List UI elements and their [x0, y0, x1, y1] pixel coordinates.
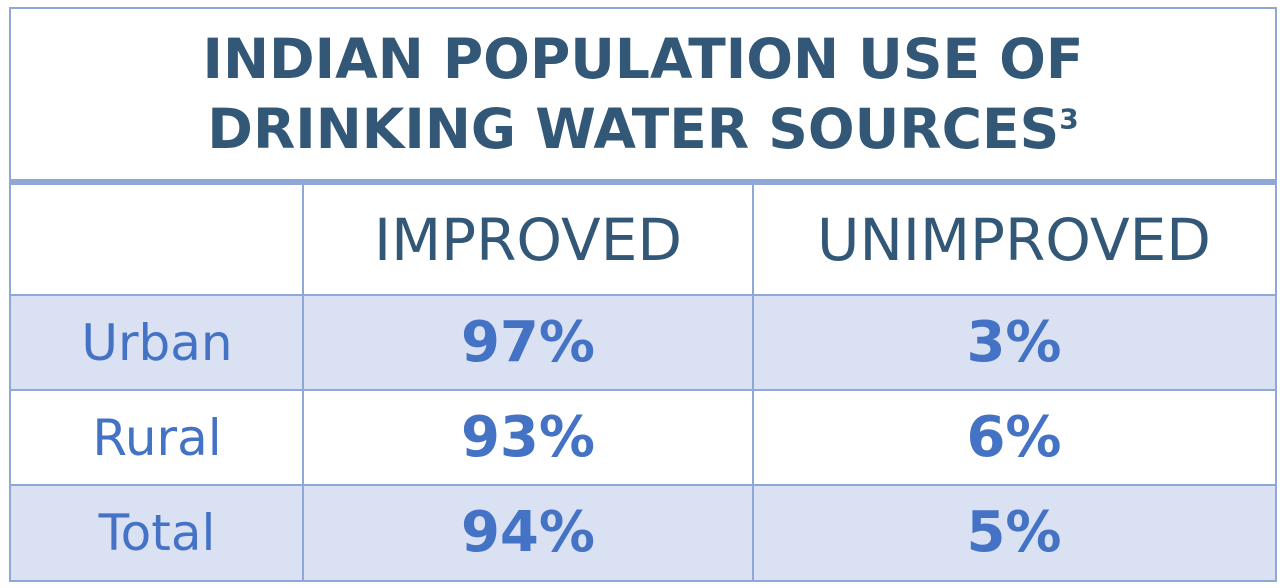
column-divider-1	[302, 185, 304, 580]
corner-cell	[11, 185, 303, 295]
value-rural-unimproved: 6%	[966, 405, 1062, 470]
value-urban-improved: 97%	[460, 310, 596, 375]
value-rural-improved: 93%	[460, 405, 596, 470]
table-cell-rural-unimproved: 6%	[753, 390, 1275, 485]
table-cell-rural-improved: 93%	[303, 390, 753, 485]
column-header-improved: IMPROVED	[303, 185, 753, 295]
value-total-unimproved: 5%	[966, 500, 1062, 565]
page-title: INDIAN POPULATION USE OF DRINKING WATER …	[53, 24, 1233, 164]
column-header-unimproved: UNIMPROVED	[753, 185, 1275, 295]
table-row-urban-label: Urban	[11, 295, 303, 390]
column-header-improved-label: IMPROVED	[373, 206, 683, 274]
row-label-rural: Rural	[92, 408, 222, 467]
column-divider-2	[752, 185, 754, 580]
value-urban-unimproved: 3%	[966, 310, 1062, 375]
value-total-improved: 94%	[460, 500, 596, 565]
row-divider-header	[11, 294, 1275, 296]
table-cell-total-improved: 94%	[303, 485, 753, 580]
title-text: INDIAN POPULATION USE OF DRINKING WATER …	[202, 27, 1084, 161]
title-footnote-marker: 3	[1059, 102, 1079, 136]
table-row-rural-label: Rural	[11, 390, 303, 485]
table-cell-urban-unimproved: 3%	[753, 295, 1275, 390]
row-band-urban	[11, 295, 1275, 390]
row-divider-rural	[11, 484, 1275, 486]
table-cell-urban-improved: 97%	[303, 295, 753, 390]
row-label-urban: Urban	[81, 313, 233, 372]
row-divider-urban	[11, 389, 1275, 391]
title-area: INDIAN POPULATION USE OF DRINKING WATER …	[11, 9, 1275, 179]
data-table: IMPROVED UNIMPROVED Urban 97% 3% Rural 9…	[11, 185, 1275, 580]
table-row-total-label: Total	[11, 485, 303, 580]
title-divider	[11, 179, 1275, 185]
table-cell-total-unimproved: 5%	[753, 485, 1275, 580]
column-header-unimproved-label: UNIMPROVED	[817, 206, 1211, 274]
row-band-total	[11, 485, 1275, 580]
row-label-total: Total	[98, 503, 216, 562]
table-frame: INDIAN POPULATION USE OF DRINKING WATER …	[9, 7, 1277, 582]
